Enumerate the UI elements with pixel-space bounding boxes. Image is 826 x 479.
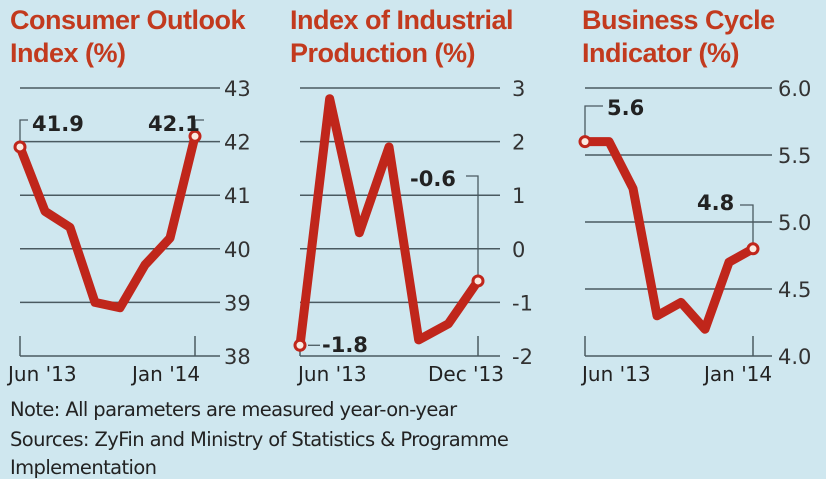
series-line bbox=[300, 99, 478, 346]
x-tick-label: Dec '13 bbox=[428, 362, 504, 386]
callout-leader bbox=[740, 205, 753, 249]
y-tick-label: 41 bbox=[224, 184, 251, 208]
data-label: -0.6 bbox=[410, 167, 456, 191]
footer-sources: Sources: ZyFin and Ministry of Statistic… bbox=[10, 428, 508, 451]
y-tick-label: 3 bbox=[512, 77, 525, 101]
y-tick-label: 43 bbox=[224, 77, 251, 101]
y-tick-label: 4.0 bbox=[778, 345, 811, 369]
y-tick-label: 5.0 bbox=[778, 211, 811, 235]
y-tick-label: 42 bbox=[224, 131, 251, 155]
x-tick-label: Jun '13 bbox=[296, 362, 367, 386]
y-tick-label: 38 bbox=[224, 345, 251, 369]
data-label: 4.8 bbox=[697, 191, 734, 215]
y-tick-label: 0 bbox=[512, 238, 525, 262]
y-tick-label: 1 bbox=[512, 184, 525, 208]
footer-sources-cont: Implementation bbox=[10, 456, 156, 479]
data-point-marker bbox=[295, 340, 305, 350]
series-line bbox=[585, 142, 753, 330]
y-tick-label: -1 bbox=[512, 291, 533, 315]
data-point-marker bbox=[580, 137, 590, 147]
y-tick-label: 4.5 bbox=[778, 278, 811, 302]
y-tick-label: 6.0 bbox=[778, 77, 811, 101]
x-tick-label: Jan '14 bbox=[130, 362, 200, 386]
data-label: 41.9 bbox=[32, 112, 84, 136]
y-tick-label: 39 bbox=[224, 291, 251, 315]
data-label: 42.1 bbox=[148, 112, 200, 136]
data-point-marker bbox=[15, 142, 25, 152]
footer-note: Note: All parameters are measured year-o… bbox=[10, 398, 457, 421]
y-tick-label: 5.5 bbox=[778, 144, 811, 168]
callout-leader bbox=[466, 176, 478, 281]
x-tick-label: Jun '13 bbox=[6, 362, 77, 386]
y-tick-label: -2 bbox=[512, 345, 533, 369]
data-label: -1.8 bbox=[322, 333, 368, 357]
charts-canvas: 38 39 40 41 42 43 Jun '13 Jan '14 41.9 42.1 -2 -1 0 1… bbox=[0, 0, 826, 465]
data-point-marker bbox=[748, 244, 758, 254]
data-point-marker bbox=[473, 276, 483, 286]
y-tick-label: 40 bbox=[224, 238, 251, 262]
series-line bbox=[20, 136, 195, 308]
x-tick-label: Jun '13 bbox=[580, 362, 651, 386]
y-tick-label: 2 bbox=[512, 131, 525, 155]
data-label: 5.6 bbox=[607, 96, 644, 120]
x-tick-label: Jan '14 bbox=[702, 362, 772, 386]
